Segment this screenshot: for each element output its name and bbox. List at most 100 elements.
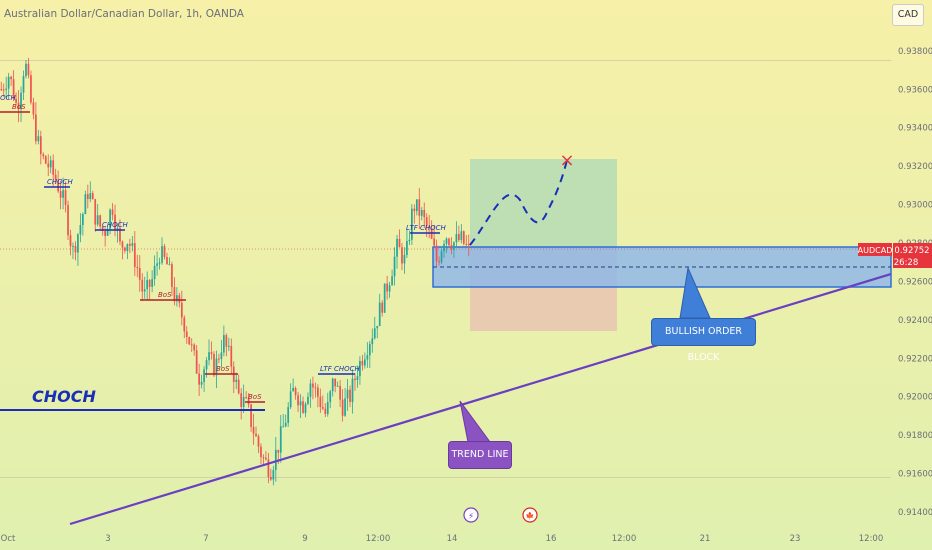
projected-path[interactable] (469, 159, 568, 246)
price-tag: AUDCAD 0.92752 26:28 (858, 243, 932, 268)
price-axis-tick: 0.92400 (898, 316, 932, 326)
candle-body (294, 387, 297, 396)
candle-body (158, 262, 161, 264)
candle-body (124, 247, 126, 251)
candle-body (185, 331, 188, 338)
candle-body (30, 75, 32, 103)
candle-body (64, 190, 67, 205)
candle-body (250, 404, 252, 427)
candle-body (10, 76, 12, 80)
candle-body (77, 234, 79, 253)
candle-body (309, 383, 312, 397)
candle-body (25, 63, 27, 77)
price-axis-tick: 0.93800 (898, 47, 932, 57)
event-canada-badge[interactable] (522, 507, 538, 523)
candle-body (198, 373, 200, 385)
candle-body (138, 268, 141, 280)
candle-body (213, 353, 215, 376)
candle-body (450, 245, 453, 250)
candle-body (12, 79, 15, 99)
candle-body (176, 295, 178, 302)
candle-body (188, 337, 191, 345)
candle-body (200, 381, 203, 385)
candle-body (129, 243, 131, 246)
candle-body (344, 398, 346, 416)
time-axis-tick: 23 (790, 534, 801, 544)
candle-body (420, 209, 423, 216)
candle-body (270, 476, 272, 480)
candle-body (460, 231, 463, 241)
candle-body (376, 325, 379, 329)
candle-body (334, 378, 337, 387)
candle-body (82, 213, 84, 226)
candle-body (151, 279, 153, 287)
candle-body (423, 209, 426, 218)
candle-body (262, 457, 265, 459)
candle-body (292, 387, 294, 392)
candle-body (133, 243, 136, 267)
price-axis-tick: 0.91600 (898, 470, 932, 480)
candle-body (458, 234, 460, 241)
bos-label-4: BoS (248, 393, 262, 401)
candle-body (54, 174, 57, 181)
candle-body (79, 225, 82, 235)
candle-body (22, 76, 25, 93)
candle-body (237, 379, 240, 394)
candle-body (240, 393, 243, 407)
trend-line[interactable] (69, 272, 892, 526)
candle-body (57, 180, 59, 192)
order-block-zone[interactable] (432, 246, 892, 288)
candle-body (287, 407, 290, 423)
ltf-choch-label-1: LTF CHOCH (320, 365, 361, 373)
event-lightning-badge[interactable] (463, 507, 479, 523)
trend-line-callout[interactable]: TREND LINE (448, 441, 512, 469)
candle-body (32, 102, 35, 115)
take-profit-zone[interactable] (470, 159, 617, 247)
candle-body (433, 238, 435, 246)
candle-body (17, 102, 20, 110)
price-axis-tick: 0.91400 (898, 508, 932, 518)
candle-body (265, 457, 267, 460)
candle-body (415, 199, 418, 212)
candle-body (462, 231, 465, 244)
candle-body (411, 208, 413, 240)
candle-body (378, 302, 381, 326)
candle-body (220, 352, 223, 360)
candle-body (230, 345, 233, 367)
time-axis-tick: 12:00 (612, 534, 637, 544)
candle-body (401, 247, 403, 264)
candle-body (131, 243, 134, 246)
candle-body (435, 245, 438, 262)
choch-label-1: CHOCH (47, 178, 74, 186)
bos-label-1: BoS (12, 103, 26, 111)
candle-body (349, 389, 351, 402)
candle-body (96, 215, 99, 225)
candle-body (388, 285, 391, 292)
candle-body (62, 190, 64, 198)
candle-body (366, 355, 369, 360)
candle-body (109, 209, 111, 229)
candle-body (67, 204, 69, 236)
candle-body (193, 344, 196, 351)
price-axis-tick: 0.92600 (898, 277, 932, 287)
candle-body (42, 154, 45, 157)
candle-body (218, 358, 220, 360)
price-tag-price: 0.92752 (894, 246, 929, 256)
order-block-callout[interactable]: BULLISH ORDER BLOCK (651, 318, 756, 363)
price-axis-tick: 0.92000 (898, 393, 932, 403)
candle-body (465, 243, 468, 245)
candle-body (94, 199, 97, 225)
price-axis-tick: 0.93600 (898, 85, 932, 95)
candle-body (223, 335, 225, 353)
candle-body (242, 397, 245, 407)
candle-body (153, 265, 156, 280)
candle-body (215, 358, 218, 376)
candle-body (39, 136, 42, 155)
candle-body (440, 251, 443, 263)
candle-body (2, 89, 5, 91)
candle-body (49, 160, 52, 168)
time-axis[interactable]: Oct 3 7 9 12:00 14 16 12:00 21 23 12:00 (1, 534, 884, 544)
currency-button[interactable]: CAD (892, 4, 924, 26)
